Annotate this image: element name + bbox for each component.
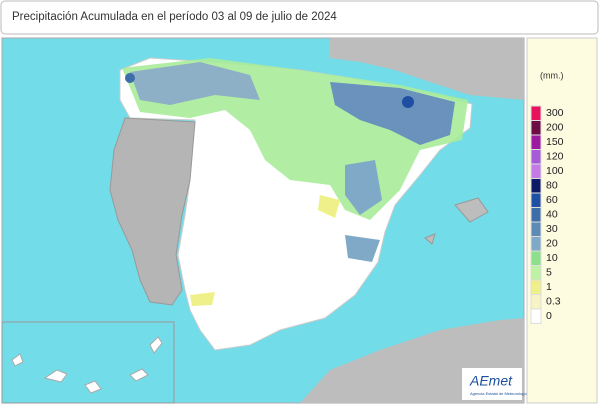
legend-label: 30 [546,223,558,235]
legend-swatch [530,308,542,324]
legend-label: 0.3 [546,296,561,308]
legend: 300 200 150 120 100 80 60 40 30 20 10 5 1 0.3 0 [530,105,564,324]
france [330,38,524,100]
legend-label: 200 [546,122,564,134]
legend-swatch [530,163,542,179]
legend-swatch [530,207,542,223]
legend-label: 1 [546,281,552,293]
legend-label: 60 [546,194,558,206]
rain-area-northwest [130,62,260,105]
legend-label: 100 [546,165,564,177]
legend-swatch [530,105,542,121]
rain-area-yellow [318,195,340,218]
rain-area-east [345,160,382,215]
rain-area-southeast [345,235,380,262]
legend-swatch [530,250,542,266]
rain-spot [402,96,414,108]
legend-swatch [530,192,542,208]
legend-swatch [530,294,542,310]
rain-spot [125,73,135,83]
logo-box [462,368,522,400]
canary-islands [11,336,163,394]
legend-swatch [530,149,542,165]
logo-credit: Agencia Estatal de Meteorología [470,391,529,396]
map [1,37,525,404]
map-title: Precipitación Acumulada en el período 03… [12,11,337,23]
legend-label: 300 [546,107,564,119]
legend-label: 120 [546,151,564,163]
legend-label: 80 [546,180,558,192]
rain-area-northeast [330,82,455,145]
legend-label: 0 [546,310,552,322]
logo: AEmet Agencia Estatal de Meteorología [462,368,529,400]
legend-label: 20 [546,238,558,250]
legend-label: 150 [546,136,564,148]
legend-label: 10 [546,252,558,264]
portugal [109,117,196,306]
legend-unit: (mm.) [540,70,564,80]
canary-inset [1,321,175,404]
rain-area-yellow [190,292,215,306]
legend-swatch [530,134,542,150]
logo-text: AEmet [469,373,513,389]
legend-label: 40 [546,209,558,221]
legend-swatch [530,178,542,194]
title-box [0,0,599,35]
legend-swatch [530,221,542,237]
legend-swatch [530,120,542,136]
legend-swatch [530,236,542,252]
legend-swatch [530,265,542,281]
balearic-islands [424,197,489,245]
legend-swatch [530,279,542,295]
legend-label: 5 [546,267,552,279]
